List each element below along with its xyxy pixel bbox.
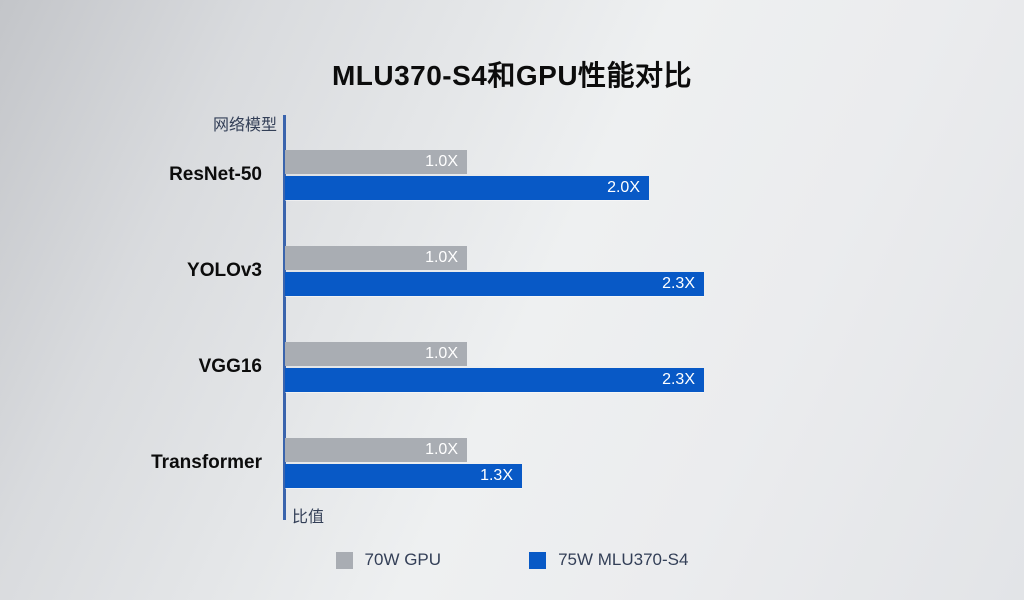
legend-label-gpu: 70W GPU: [364, 550, 442, 569]
bar-value-label: 2.3X: [662, 371, 695, 388]
legend: 70W GPU 75W MLU370-S4: [0, 550, 1024, 570]
bar-yolov3-mlu: 2.3X: [285, 272, 704, 296]
chart-title: MLU370-S4和GPU性能对比: [331, 60, 693, 91]
category-label-transformer: Transformer: [151, 452, 262, 473]
category-label-resnet-50: ResNet-50: [169, 164, 262, 185]
bar-value-label: 1.0X: [425, 441, 458, 458]
bar-vgg16-mlu: 2.3X: [285, 368, 704, 392]
legend-item-gpu: 70W GPU: [335, 550, 442, 570]
bar-value-label: 1.0X: [425, 249, 458, 266]
legend-swatch-mlu: [529, 551, 547, 569]
bar-value-label: 1.0X: [425, 345, 458, 362]
legend-label-mlu: 75W MLU370-S4: [558, 550, 689, 569]
bar-transformer-gpu: 1.0X: [285, 438, 467, 462]
bar-value-label: 1.3X: [480, 467, 513, 484]
bar-value-label: 2.3X: [662, 275, 695, 292]
bar-transformer-mlu: 1.3X: [285, 464, 522, 488]
y-axis-label: 网络模型: [212, 117, 277, 134]
x-axis-label: 比值: [292, 509, 325, 526]
legend-item-mlu: 75W MLU370-S4: [529, 550, 688, 570]
y-axis-line: [283, 115, 286, 520]
legend-swatch-gpu: [335, 551, 353, 569]
bar-resnet-50-mlu: 2.0X: [285, 176, 649, 200]
category-label-yolov3: YOLOv3: [187, 260, 262, 281]
bar-yolov3-gpu: 1.0X: [285, 246, 467, 270]
bar-resnet-50-gpu: 1.0X: [285, 150, 467, 174]
category-label-vgg16: VGG16: [198, 356, 262, 377]
bar-value-label: 1.0X: [425, 153, 458, 170]
bar-value-label: 2.0X: [607, 179, 640, 196]
bar-vgg16-gpu: 1.0X: [285, 342, 467, 366]
